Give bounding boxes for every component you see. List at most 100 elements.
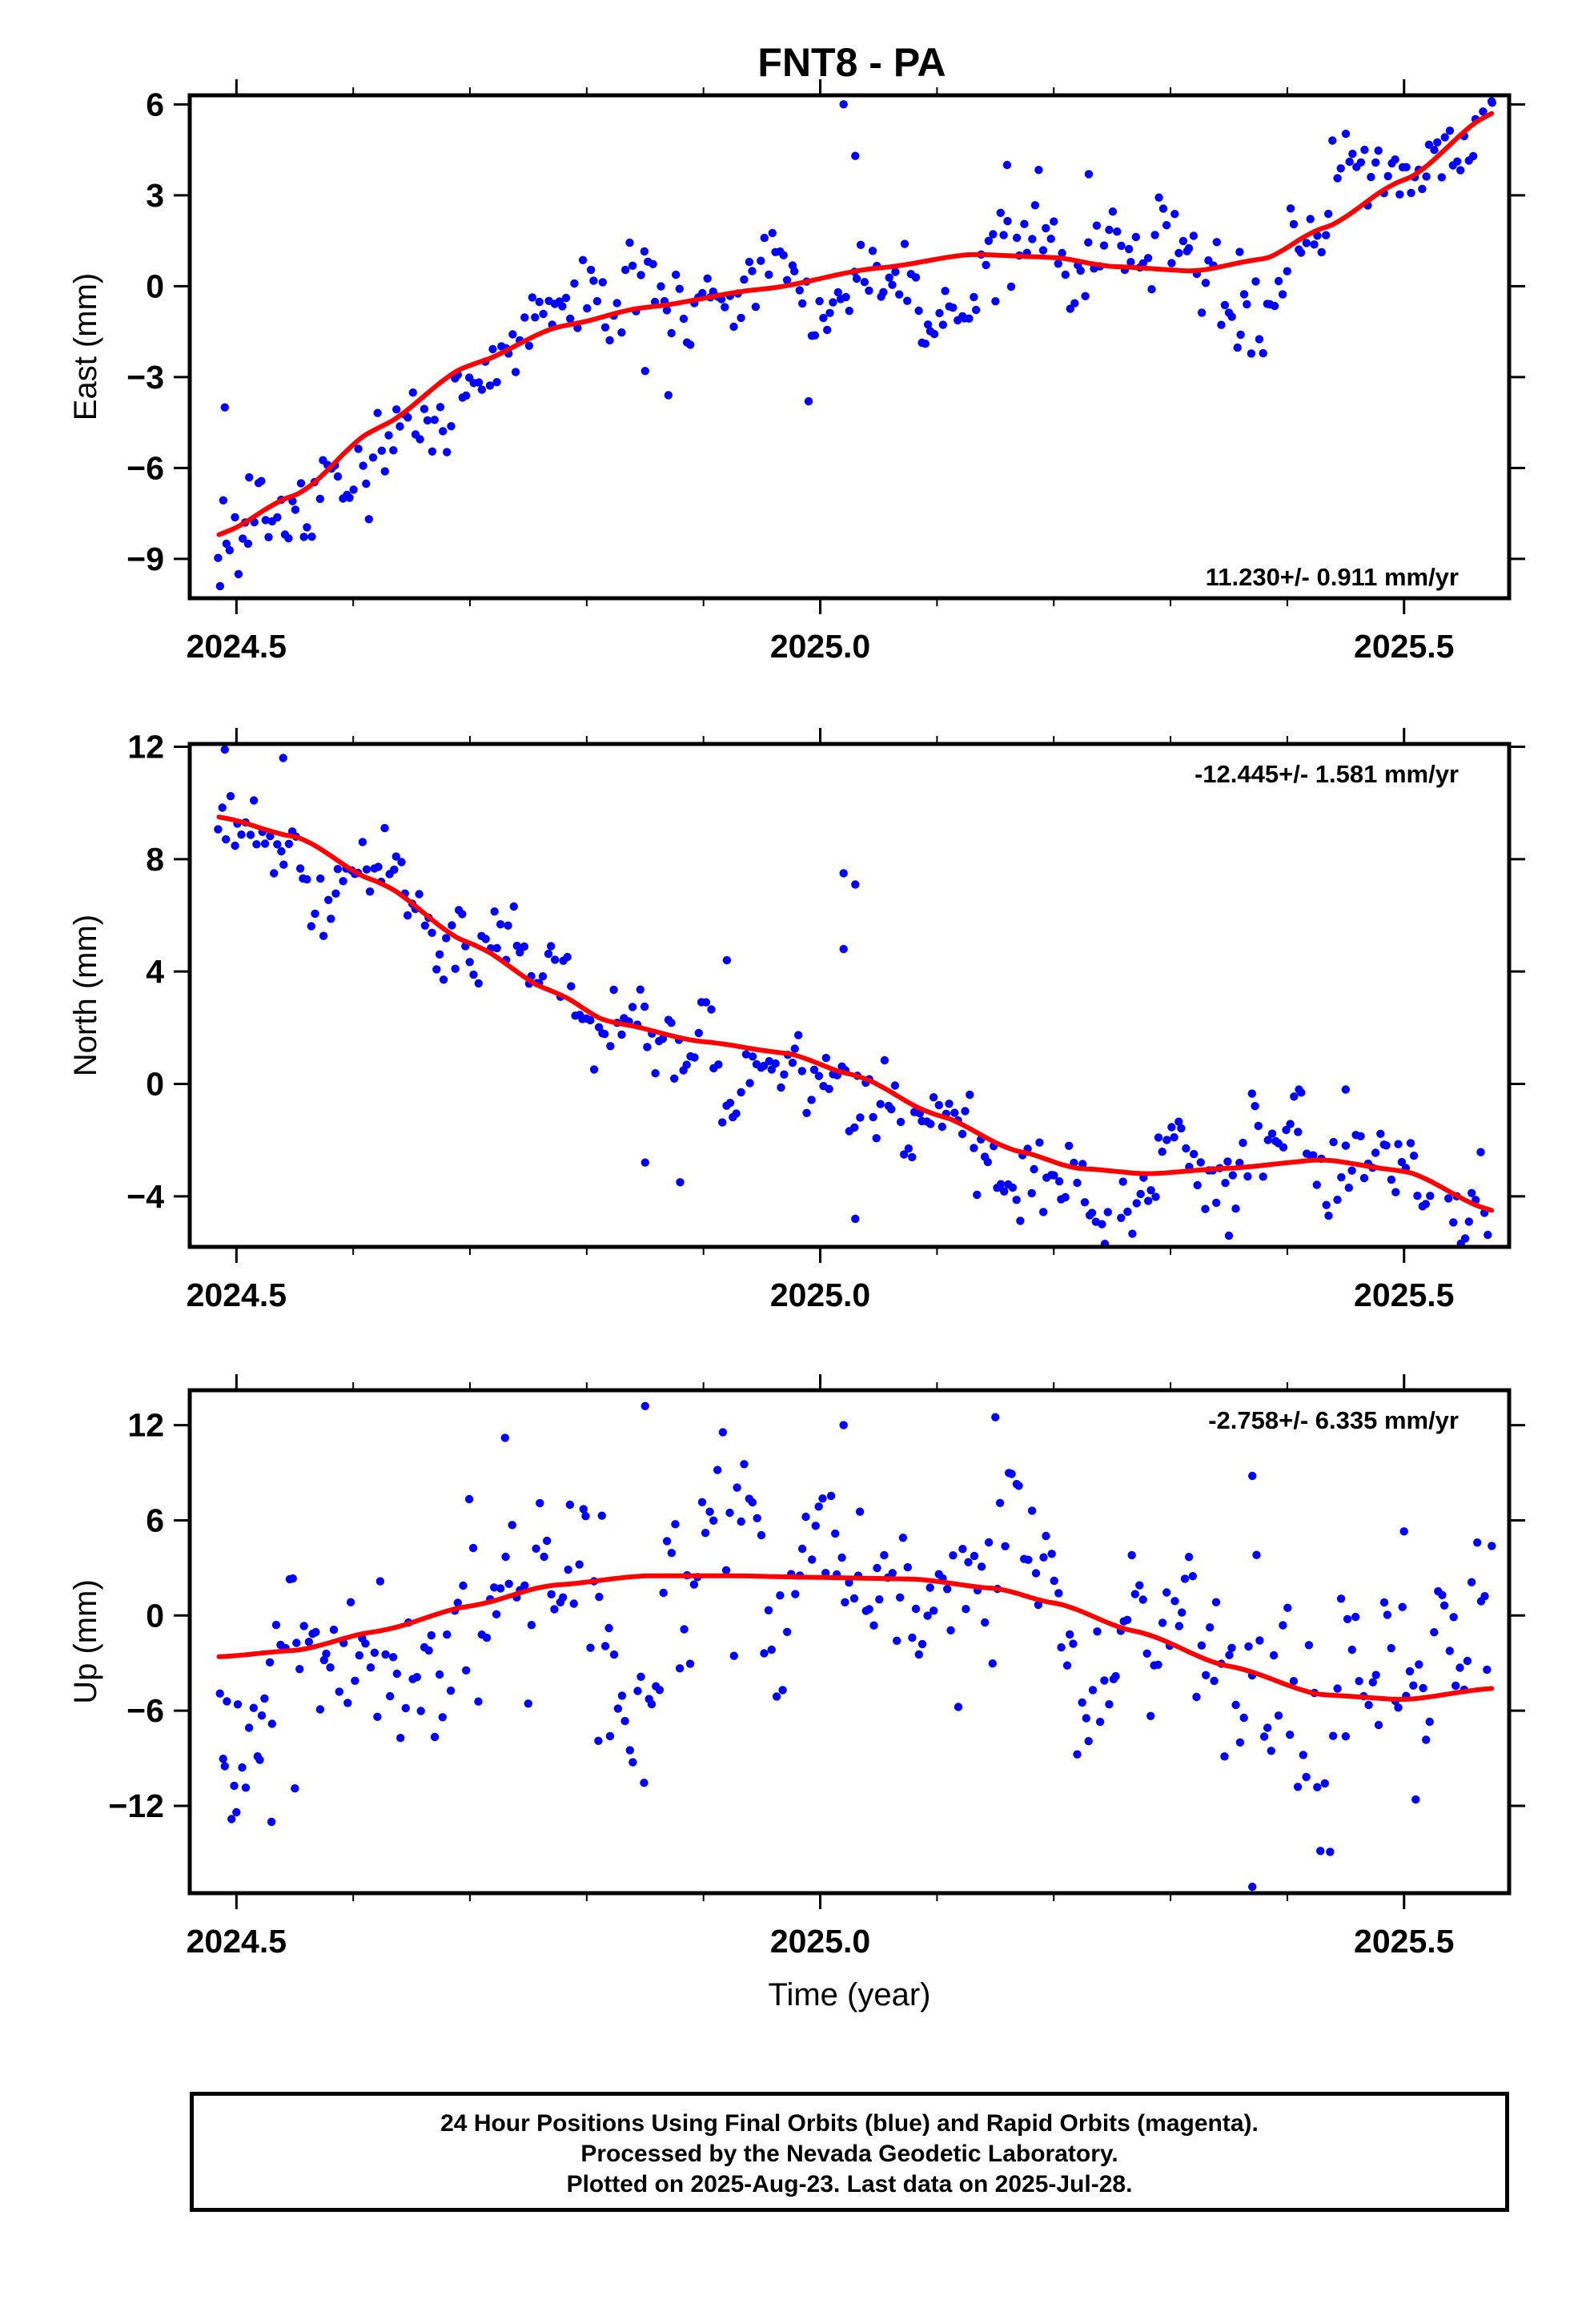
data-point bbox=[1270, 301, 1279, 311]
data-point bbox=[273, 513, 282, 522]
data-point bbox=[1286, 1731, 1295, 1739]
data-point bbox=[1027, 1188, 1036, 1198]
data-point bbox=[1243, 1172, 1252, 1181]
data-point bbox=[1433, 138, 1442, 147]
data-point bbox=[1437, 173, 1447, 182]
data-point bbox=[759, 1061, 769, 1071]
data-point bbox=[1371, 1148, 1380, 1157]
data-point bbox=[531, 313, 540, 322]
data-point bbox=[1371, 1671, 1380, 1679]
data-point bbox=[1343, 1614, 1352, 1624]
data-point bbox=[841, 1598, 849, 1607]
data-point bbox=[1170, 1597, 1179, 1606]
data-point bbox=[930, 1606, 938, 1615]
data-point bbox=[214, 553, 223, 562]
data-point bbox=[1248, 1471, 1257, 1481]
data-point bbox=[1413, 1192, 1422, 1200]
data-point bbox=[921, 340, 930, 348]
data-point bbox=[1082, 1714, 1091, 1723]
data-point bbox=[718, 1428, 728, 1437]
data-point bbox=[373, 1712, 382, 1721]
data-point bbox=[512, 941, 521, 951]
data-point bbox=[1477, 64, 1485, 72]
data-point bbox=[914, 306, 923, 316]
data-point bbox=[1098, 1220, 1106, 1228]
data-point bbox=[380, 823, 389, 833]
data-point bbox=[725, 1099, 735, 1108]
data-point bbox=[1348, 149, 1357, 159]
data-point bbox=[1336, 1594, 1346, 1603]
data-point bbox=[872, 1134, 881, 1143]
data-point bbox=[934, 1100, 944, 1110]
data-point bbox=[508, 1521, 516, 1530]
data-point bbox=[1039, 1553, 1048, 1562]
data-point bbox=[1228, 1171, 1238, 1180]
data-point bbox=[1231, 1204, 1240, 1213]
data-point bbox=[416, 435, 424, 444]
data-point bbox=[333, 865, 343, 874]
data-point bbox=[1065, 1141, 1074, 1151]
data-point bbox=[267, 1817, 276, 1827]
data-point bbox=[299, 1622, 308, 1630]
data-point bbox=[1310, 240, 1319, 249]
data-point bbox=[856, 240, 865, 249]
data-point bbox=[606, 1042, 615, 1051]
data-point bbox=[319, 1655, 328, 1665]
data-point bbox=[1374, 1720, 1383, 1730]
data-point bbox=[349, 485, 358, 494]
data-point bbox=[579, 1505, 588, 1514]
data-point bbox=[625, 238, 634, 247]
data-point bbox=[680, 1625, 689, 1634]
data-point bbox=[1415, 1660, 1423, 1669]
data-point bbox=[1006, 282, 1016, 292]
data-point bbox=[779, 251, 788, 259]
data-point bbox=[1322, 231, 1331, 239]
rate-annotation: -12.445+/- 1.581 mm/yr bbox=[1195, 760, 1459, 788]
data-point bbox=[586, 265, 596, 275]
data-point bbox=[808, 1555, 817, 1564]
data-point bbox=[732, 1109, 741, 1118]
data-point bbox=[1359, 1173, 1369, 1183]
data-point bbox=[1426, 1192, 1435, 1200]
data-point bbox=[329, 1625, 339, 1634]
chart-panel-3: 2024.5 2025.0 2025.5 −12 −6 0 6 12 Up (mm) Time (… bbox=[68, 1374, 1525, 2012]
data-point bbox=[543, 1536, 552, 1546]
data-point bbox=[1243, 300, 1251, 309]
data-point bbox=[1312, 1180, 1322, 1189]
data-point bbox=[448, 921, 456, 930]
data-point bbox=[1126, 258, 1135, 267]
caption-line-1: 24 Hour Positions Using Final Orbits (bl… bbox=[440, 2110, 1259, 2137]
data-point bbox=[890, 1081, 900, 1090]
data-point bbox=[462, 391, 471, 400]
data-point bbox=[474, 378, 484, 387]
data-point bbox=[609, 1650, 619, 1659]
data-point bbox=[825, 1084, 833, 1094]
y-tick-label: −12 bbox=[108, 1787, 164, 1824]
data-point bbox=[1154, 1660, 1162, 1669]
data-point bbox=[264, 533, 273, 541]
data-point bbox=[241, 1783, 251, 1792]
data-point bbox=[284, 534, 293, 543]
data-point bbox=[316, 874, 325, 883]
data-point bbox=[935, 308, 944, 318]
data-point bbox=[609, 985, 618, 995]
data-point bbox=[296, 479, 306, 488]
data-point bbox=[465, 958, 474, 967]
data-point bbox=[1244, 1642, 1253, 1651]
data-point bbox=[1259, 1172, 1267, 1181]
data-point bbox=[908, 1152, 917, 1162]
data-point bbox=[851, 880, 860, 889]
data-point bbox=[1188, 1572, 1198, 1581]
data-point bbox=[279, 754, 287, 762]
data-point bbox=[1002, 160, 1012, 170]
data-point bbox=[1344, 1184, 1354, 1192]
data-point bbox=[380, 467, 389, 476]
data-point bbox=[307, 533, 316, 541]
data-point bbox=[1170, 210, 1179, 219]
chart-panel-2: 2024.5 2025.0 2025.5 −4 0 4 8 12 North (mm) -12.4… bbox=[68, 728, 1525, 1313]
data-point bbox=[852, 274, 861, 283]
data-point bbox=[1001, 1542, 1010, 1551]
y-tick-label: 0 bbox=[146, 267, 164, 304]
data-point bbox=[837, 1553, 846, 1562]
data-point bbox=[1293, 1783, 1303, 1791]
